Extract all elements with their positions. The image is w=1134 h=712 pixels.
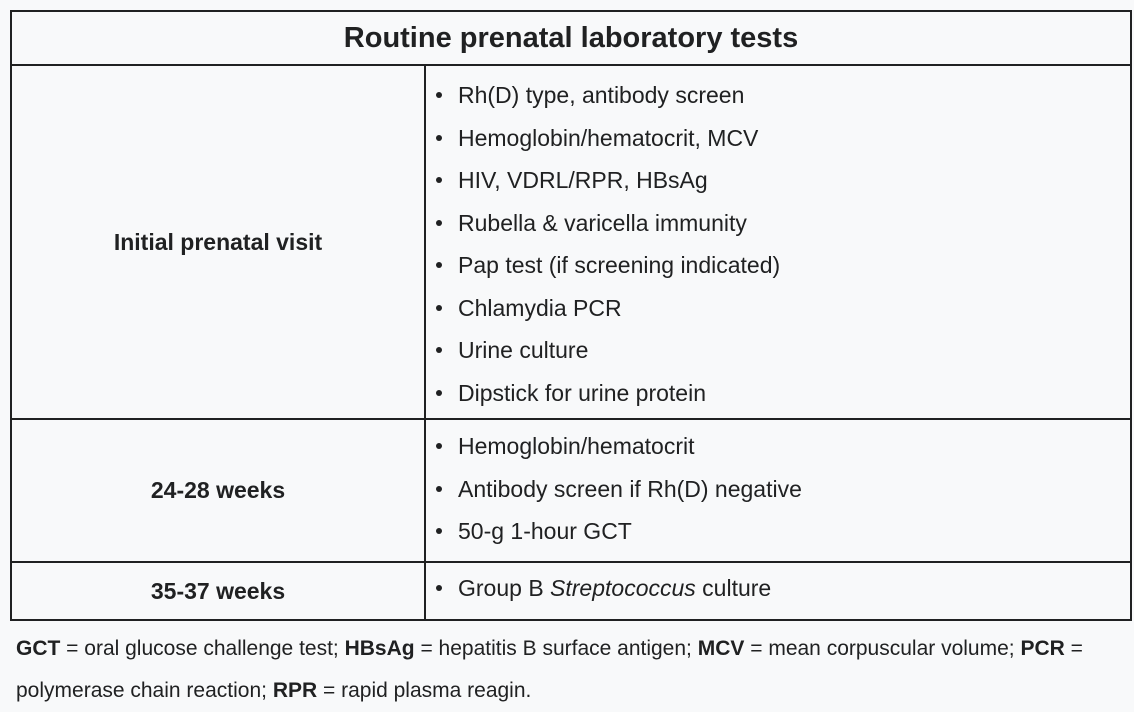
table-row: 35-37 weeks Group B Streptococcus cultur… [10, 561, 1132, 621]
test-list: Rh(D) type, antibody screen Hemoglobin/h… [426, 66, 1130, 414]
test-list: Hemoglobin/hematocrit Antibody screen if… [426, 420, 1130, 553]
abbreviation-separator: = [317, 679, 342, 702]
test-list: Group B Streptococcus culture [426, 563, 1130, 610]
table-row: Initial prenatal visit Rh(D) type, antib… [10, 64, 1132, 420]
list-item: 50-g 1-hour GCT [426, 510, 1130, 553]
abbreviation-separator: = [414, 637, 439, 660]
list-item: Pap test (if screening indicated) [426, 244, 1130, 287]
abbreviations-footnote: GCT = oral glucose challenge test; HBsAg… [16, 628, 1116, 712]
list-item: Group B Streptococcus culture [426, 567, 1130, 610]
timing-cell: 35-37 weeks [10, 561, 426, 621]
abbreviation: GCT [16, 637, 61, 660]
organism-name: Streptococcus [550, 575, 696, 601]
abbreviation-separator: = [60, 637, 85, 660]
abbreviation-separator: = [744, 637, 769, 660]
list-item: Hemoglobin/hematocrit [426, 425, 1130, 468]
list-item: Antibody screen if Rh(D) negative [426, 468, 1130, 511]
abbreviation-definition: rapid plasma reagin. [341, 679, 532, 702]
abbreviation-definition: mean corpuscular volume; [768, 637, 1021, 660]
test-text: Group B [458, 575, 551, 601]
tests-cell: Group B Streptococcus culture [424, 561, 1132, 621]
abbreviation: HBsAg [344, 637, 415, 660]
list-item: HIV, VDRL/RPR, HBsAg [426, 159, 1130, 202]
timing-cell: 24-28 weeks [10, 418, 426, 563]
timing-cell: Initial prenatal visit [10, 64, 426, 420]
abbreviation-definition: polymerase chain reaction; [16, 679, 273, 702]
abbreviation: PCR [1020, 637, 1065, 660]
list-item: Hemoglobin/hematocrit, MCV [426, 117, 1130, 160]
abbreviation-definition: hepatitis B surface antigen; [438, 637, 698, 660]
tests-cell: Hemoglobin/hematocrit Antibody screen if… [424, 418, 1132, 563]
tests-cell: Rh(D) type, antibody screen Hemoglobin/h… [424, 64, 1132, 420]
list-item: Urine culture [426, 329, 1130, 372]
table-row: 24-28 weeks Hemoglobin/hematocrit Antibo… [10, 418, 1132, 563]
list-item: Rh(D) type, antibody screen [426, 74, 1130, 117]
list-item: Rubella & varicella immunity [426, 202, 1130, 245]
abbreviation-definition: oral glucose challenge test; [84, 637, 345, 660]
prenatal-tests-table: Routine prenatal laboratory tests Initia… [10, 10, 1132, 621]
abbreviation: MCV [697, 637, 745, 660]
table-title: Routine prenatal laboratory tests [10, 10, 1132, 66]
list-item: Chlamydia PCR [426, 287, 1130, 330]
test-text: culture [695, 575, 772, 601]
list-item: Dipstick for urine protein [426, 372, 1130, 415]
abbreviation: RPR [272, 679, 318, 702]
table-title-row: Routine prenatal laboratory tests [10, 10, 1132, 66]
abbreviation-separator: = [1064, 637, 1083, 660]
